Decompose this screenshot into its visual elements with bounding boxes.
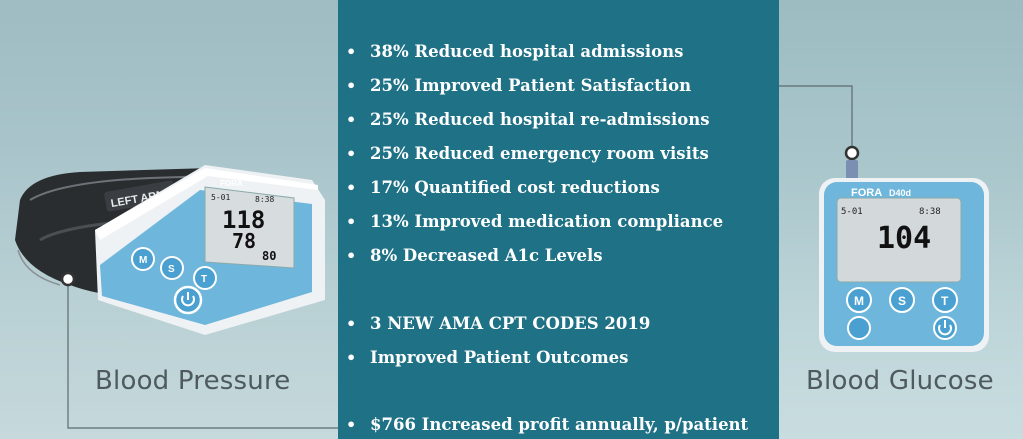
glucose-button-t-label: T	[941, 294, 949, 308]
glucose-date: 5-01	[841, 207, 863, 217]
glucose-button-s-label: S	[898, 294, 906, 308]
glucose-model: D40d	[889, 188, 911, 198]
bp-button-s-label: S	[168, 264, 175, 275]
bullet-glyph: •	[346, 42, 357, 61]
blood-pressure-monitor-image: LEFT ARM FORA 5-01 8:38 118 78 80 M S T	[15, 165, 338, 429]
list-item: • Improved Patient Outcomes	[346, 344, 776, 378]
glucose-time: 8:38	[919, 207, 941, 217]
glucose-brand: FORA	[851, 187, 882, 199]
bullet-glyph: •	[346, 212, 357, 231]
bp-brand: FORA	[220, 179, 243, 188]
bp-button-m-label: M	[139, 255, 147, 266]
blood-glucose-meter-image: FORA D40d 5-01 8:38 104 M S T	[779, 85, 989, 352]
stat-text: 25% Reduced emergency room visits	[370, 144, 709, 163]
blood-pressure-panel: LEFT ARM FORA 5-01 8:38 118 78 80 M S T	[0, 0, 338, 439]
bp-diastolic: 78	[232, 229, 256, 253]
blood-glucose-caption: Blood Glucose	[806, 366, 994, 396]
bullet-glyph: •	[346, 178, 357, 197]
stat-text: 25% Reduced hospital re-admissions	[370, 110, 710, 129]
list-item: • 17% Quantified cost reductions	[346, 174, 776, 208]
stat-text: 3 NEW AMA CPT CODES 2019	[370, 314, 651, 333]
bp-button-t-label: T	[201, 274, 207, 285]
blood-pressure-caption: Blood Pressure	[95, 366, 291, 396]
stat-text: 38% Reduced hospital admissions	[370, 42, 684, 61]
stat-text: 17% Quantified cost reductions	[370, 178, 660, 197]
bullet-glyph: •	[346, 415, 357, 434]
bullet-glyph: •	[346, 348, 357, 367]
list-item: • 3 NEW AMA CPT CODES 2019	[346, 310, 776, 344]
bp-systolic: 118	[222, 206, 265, 234]
bp-date: 5-01	[211, 193, 230, 202]
list-item: • $766 Increased profit annually, p/patie…	[346, 411, 776, 439]
blood-glucose-panel: FORA D40d 5-01 8:38 104 M S T	[779, 0, 1023, 439]
bp-pulse: 80	[262, 249, 276, 263]
bullet-glyph: •	[346, 110, 357, 129]
list-item: • 25% Reduced hospital re-admissions	[346, 106, 776, 140]
glucose-button-m-label: M	[854, 294, 864, 308]
stat-text: Improved Patient Outcomes	[370, 348, 629, 367]
stat-text: 25% Improved Patient Satisfaction	[370, 76, 692, 95]
outcome-stats-list: • 38% Reduced hospital admissions • 25% Im…	[346, 38, 776, 439]
list-item: • 25% Reduced emergency room visits	[346, 140, 776, 174]
bullet-glyph: •	[346, 246, 357, 265]
bullet-glyph: •	[346, 314, 357, 333]
statistics-panel	[338, 0, 779, 439]
glucose-reading: 104	[877, 221, 931, 256]
stat-text: 8% Decreased A1c Levels	[370, 246, 603, 265]
bullet-glyph: •	[346, 144, 357, 163]
stat-text: $766 Increased profit annually, p/patien…	[370, 415, 749, 434]
stat-text: 13% Improved medication compliance	[370, 212, 724, 231]
list-item: • 38% Reduced hospital admissions	[346, 38, 776, 72]
list-item: • 25% Improved Patient Satisfaction	[346, 72, 776, 106]
bullet-glyph: •	[346, 76, 357, 95]
list-item: • 13% Improved medication compliance	[346, 208, 776, 242]
bp-time: 8:38	[255, 195, 274, 204]
list-item: • 8% Decreased A1c Levels	[346, 242, 776, 276]
